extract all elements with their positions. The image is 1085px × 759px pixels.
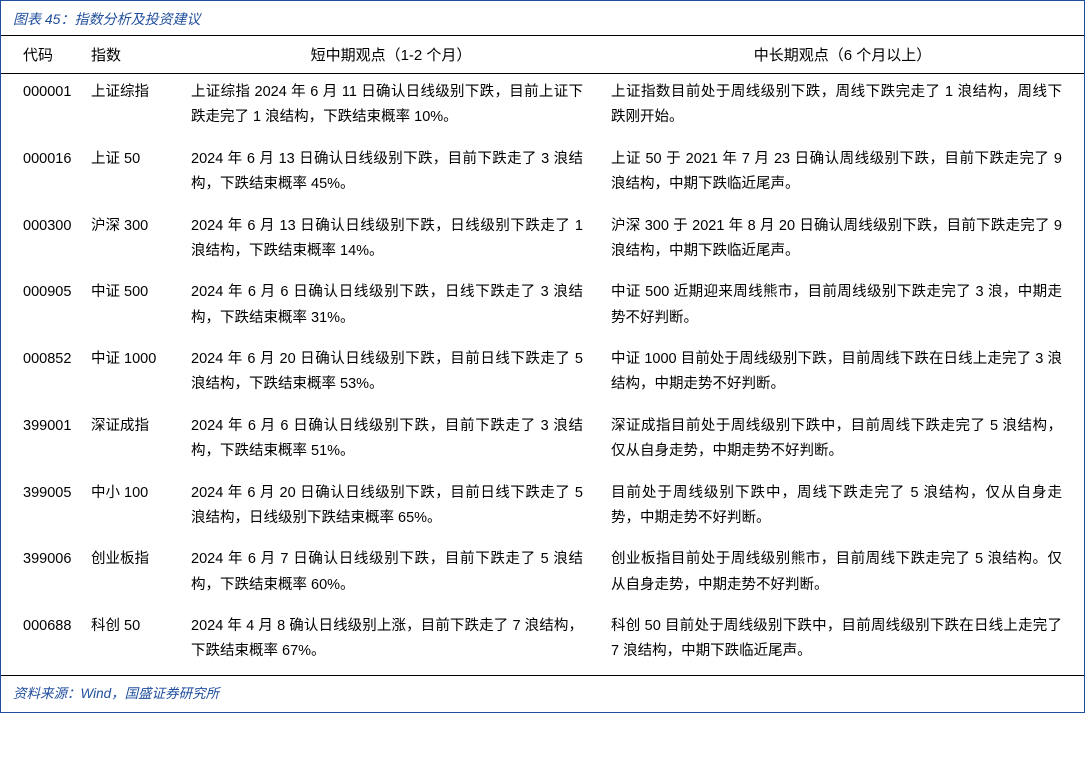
cell-code: 000300 (1, 208, 81, 275)
cell-short-term: 2024 年 6 月 6 日确认日线级别下跌，目前下跌走了 3 浪结构，下跌结束… (181, 408, 601, 475)
cell-short-term: 2024 年 6 月 20 日确认日线级别下跌，目前日线下跌走了 5 浪结构，下… (181, 341, 601, 408)
cell-short-term: 上证综指 2024 年 6 月 11 日确认日线级别下跌，目前上证下跌走完了 1… (181, 74, 601, 141)
cell-index: 科创 50 (81, 608, 181, 675)
table-row: 000016上证 502024 年 6 月 13 日确认日线级别下跌，目前下跌走… (1, 141, 1084, 208)
table-header-row: 代码 指数 短中期观点（1-2 个月） 中长期观点（6 个月以上） (1, 36, 1084, 74)
cell-short-term: 2024 年 6 月 6 日确认日线级别下跌，日线下跌走了 3 浪结构，下跌结束… (181, 274, 601, 341)
table-row: 000905中证 5002024 年 6 月 6 日确认日线级别下跌，日线下跌走… (1, 274, 1084, 341)
cell-long-term: 沪深 300 于 2021 年 8 月 20 日确认周线级别下跌，目前下跌走完了… (601, 208, 1084, 275)
cell-code: 399001 (1, 408, 81, 475)
cell-long-term: 科创 50 目前处于周线级别下跌中，目前周线级别下跌在日线上走完了 7 浪结构，… (601, 608, 1084, 675)
cell-index: 中证 500 (81, 274, 181, 341)
cell-short-term: 2024 年 6 月 7 日确认日线级别下跌，目前下跌走了 5 浪结构，下跌结束… (181, 541, 601, 608)
cell-index: 沪深 300 (81, 208, 181, 275)
cell-code: 000016 (1, 141, 81, 208)
figure-container: 图表 45：指数分析及投资建议 代码 指数 短中期观点（1-2 个月） 中长期观… (0, 0, 1085, 713)
cell-short-term: 2024 年 6 月 13 日确认日线级别下跌，日线级别下跌走了 1 浪结构，下… (181, 208, 601, 275)
cell-code: 000905 (1, 274, 81, 341)
cell-long-term: 中证 1000 目前处于周线级别下跌，目前周线下跌在日线上走完了 3 浪结构，中… (601, 341, 1084, 408)
table-row: 000300沪深 3002024 年 6 月 13 日确认日线级别下跌，日线级别… (1, 208, 1084, 275)
cell-index: 深证成指 (81, 408, 181, 475)
figure-title: 图表 45：指数分析及投资建议 (1, 0, 1084, 35)
col-header-code: 代码 (1, 36, 81, 74)
cell-index: 上证 50 (81, 141, 181, 208)
col-header-long-term: 中长期观点（6 个月以上） (601, 36, 1084, 74)
cell-short-term: 2024 年 4 月 8 确认日线级别上涨，目前下跌走了 7 浪结构，下跌结束概… (181, 608, 601, 675)
table-row: 399005中小 1002024 年 6 月 20 日确认日线级别下跌，目前日线… (1, 475, 1084, 542)
cell-index: 中证 1000 (81, 341, 181, 408)
cell-long-term: 中证 500 近期迎来周线熊市，目前周线级别下跌走完了 3 浪，中期走势不好判断… (601, 274, 1084, 341)
analysis-table: 代码 指数 短中期观点（1-2 个月） 中长期观点（6 个月以上） 000001… (1, 35, 1084, 675)
cell-long-term: 目前处于周线级别下跌中，周线下跌走完了 5 浪结构，仅从自身走势，中期走势不好判… (601, 475, 1084, 542)
cell-long-term: 创业板指目前处于周线级别熊市，目前周线下跌走完了 5 浪结构。仅从自身走势，中期… (601, 541, 1084, 608)
cell-code: 000688 (1, 608, 81, 675)
table-row: 000688科创 502024 年 4 月 8 确认日线级别上涨，目前下跌走了 … (1, 608, 1084, 675)
table-row: 399001深证成指2024 年 6 月 6 日确认日线级别下跌，目前下跌走了 … (1, 408, 1084, 475)
cell-code: 399006 (1, 541, 81, 608)
cell-long-term: 上证 50 于 2021 年 7 月 23 日确认周线级别下跌，目前下跌走完了 … (601, 141, 1084, 208)
cell-short-term: 2024 年 6 月 13 日确认日线级别下跌，目前下跌走了 3 浪结构，下跌结… (181, 141, 601, 208)
cell-code: 000852 (1, 341, 81, 408)
col-header-index: 指数 (81, 36, 181, 74)
cell-code: 000001 (1, 74, 81, 141)
table-row: 000852中证 10002024 年 6 月 20 日确认日线级别下跌，目前日… (1, 341, 1084, 408)
cell-index: 中小 100 (81, 475, 181, 542)
source-text: 资料来源：Wind，国盛证券研究所 (1, 676, 1084, 712)
cell-short-term: 2024 年 6 月 20 日确认日线级别下跌，目前日线下跌走了 5 浪结构，日… (181, 475, 601, 542)
cell-code: 399005 (1, 475, 81, 542)
cell-index: 创业板指 (81, 541, 181, 608)
cell-long-term: 上证指数目前处于周线级别下跌，周线下跌完走了 1 浪结构，周线下跌刚开始。 (601, 74, 1084, 141)
cell-index: 上证综指 (81, 74, 181, 141)
table-row: 399006创业板指2024 年 6 月 7 日确认日线级别下跌，目前下跌走了 … (1, 541, 1084, 608)
col-header-short-term: 短中期观点（1-2 个月） (181, 36, 601, 74)
table-body: 000001上证综指上证综指 2024 年 6 月 11 日确认日线级别下跌，目… (1, 74, 1084, 675)
cell-long-term: 深证成指目前处于周线级别下跌中，目前周线下跌走完了 5 浪结构，仅从自身走势，中… (601, 408, 1084, 475)
table-row: 000001上证综指上证综指 2024 年 6 月 11 日确认日线级别下跌，目… (1, 74, 1084, 141)
